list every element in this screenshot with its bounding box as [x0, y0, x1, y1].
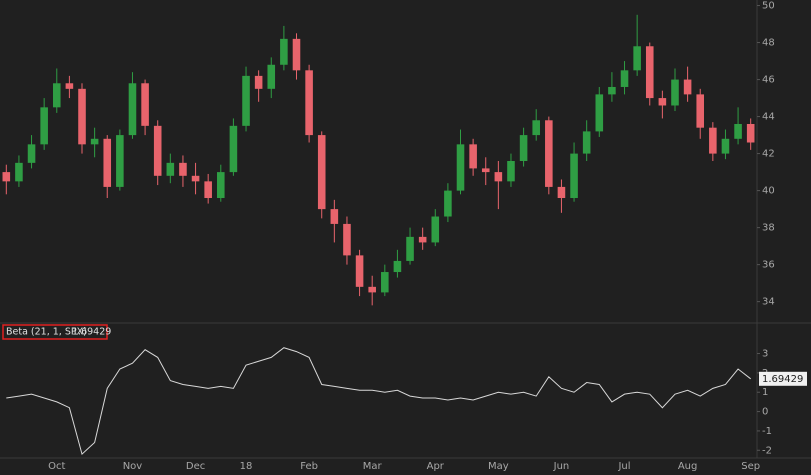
candle-body	[721, 138, 730, 154]
x-tick-label: Dec	[186, 461, 205, 472]
candle-body	[519, 135, 528, 161]
y-tick-label: 46	[762, 75, 775, 86]
candle-body	[267, 64, 276, 89]
candle-body	[418, 236, 427, 243]
candle-body	[141, 83, 149, 126]
x-tick-label: Mar	[363, 461, 383, 472]
candle-body	[532, 120, 540, 136]
x-tick-label: Sep	[741, 461, 760, 472]
candle-body	[393, 260, 402, 273]
candle-body	[128, 83, 137, 136]
y-tick-label: 0	[762, 407, 768, 418]
candle-body	[280, 38, 288, 65]
candle-body	[254, 75, 263, 89]
study-title: Beta (21, 1, SPX)	[6, 327, 87, 338]
candle-body	[27, 144, 36, 163]
y-tick-label: 44	[762, 112, 775, 123]
beta-line	[6, 347, 751, 456]
candle-body	[507, 161, 515, 182]
x-tick-label: Jun	[553, 461, 570, 472]
candle-body	[696, 94, 705, 128]
last-value-label: 1.69429	[762, 374, 803, 385]
candle-body	[103, 138, 112, 187]
candle-body	[381, 272, 389, 293]
y-tick-label: 3	[762, 349, 768, 360]
y-tick-label: 40	[762, 186, 775, 197]
y-tick-label: 50	[762, 1, 775, 12]
candle-body	[78, 88, 86, 145]
candle-body	[229, 125, 238, 173]
candle-body	[671, 79, 679, 106]
candle-body	[191, 175, 200, 182]
candle-body	[608, 86, 616, 95]
candle-body	[242, 75, 250, 126]
y-tick-label: 36	[762, 260, 775, 271]
y-tick-label: -2	[762, 445, 772, 456]
candle-body	[620, 70, 629, 87]
candle-body	[52, 83, 61, 108]
candle-body	[65, 83, 74, 89]
candle-body	[645, 46, 654, 99]
candle-body	[153, 125, 162, 176]
candle-body	[633, 46, 641, 71]
candle-body	[570, 153, 578, 199]
candle-body	[709, 127, 717, 154]
candle-body	[204, 181, 212, 199]
candle-body	[582, 131, 591, 154]
study-value: 1.69429	[72, 327, 111, 338]
candle-body	[734, 123, 742, 139]
candle-body	[330, 209, 339, 224]
candle-body	[2, 172, 11, 182]
x-tick-label: Aug	[678, 461, 698, 472]
candle-body	[217, 172, 225, 199]
candle-body	[305, 70, 313, 136]
y-tick-label: -1	[762, 426, 772, 437]
x-tick-label: Feb	[300, 461, 318, 472]
last-value-tag	[759, 371, 807, 386]
candle-body	[40, 107, 48, 145]
x-tick-label: Apr	[427, 461, 445, 472]
x-tick-label: 18	[240, 461, 253, 472]
candle-body	[746, 123, 755, 143]
candle-body	[116, 135, 124, 187]
y-tick-label: 1	[762, 387, 768, 398]
candle-body	[90, 138, 99, 145]
candle-body	[456, 144, 465, 191]
candle-body	[469, 144, 477, 169]
y-tick-label: 42	[762, 149, 775, 160]
x-tick-label: Jul	[617, 461, 630, 472]
x-tick-label: Oct	[48, 461, 65, 472]
y-tick-label: 48	[762, 38, 775, 49]
candle-body	[595, 94, 604, 132]
candle-body	[494, 172, 503, 182]
candle-body	[545, 120, 553, 187]
candle-body	[683, 79, 692, 95]
candle-body	[431, 216, 440, 243]
candle-body	[15, 162, 23, 182]
y-tick-label: 38	[762, 223, 775, 234]
candle-body	[343, 223, 351, 256]
x-tick-label: Nov	[123, 461, 143, 472]
candle-body	[557, 186, 566, 199]
candle-body	[658, 98, 667, 106]
y-tick-label: 34	[762, 297, 775, 308]
candle-body	[444, 190, 452, 217]
candle-body	[317, 135, 326, 210]
x-tick-label: May	[488, 461, 509, 472]
candle-body	[368, 286, 376, 293]
candle-body	[355, 255, 364, 287]
candle-body	[179, 162, 187, 176]
candle-body	[406, 236, 414, 261]
candle-body	[292, 38, 301, 71]
study-label-box	[2, 324, 108, 340]
candle-body	[166, 162, 175, 176]
candle-body	[481, 168, 490, 173]
